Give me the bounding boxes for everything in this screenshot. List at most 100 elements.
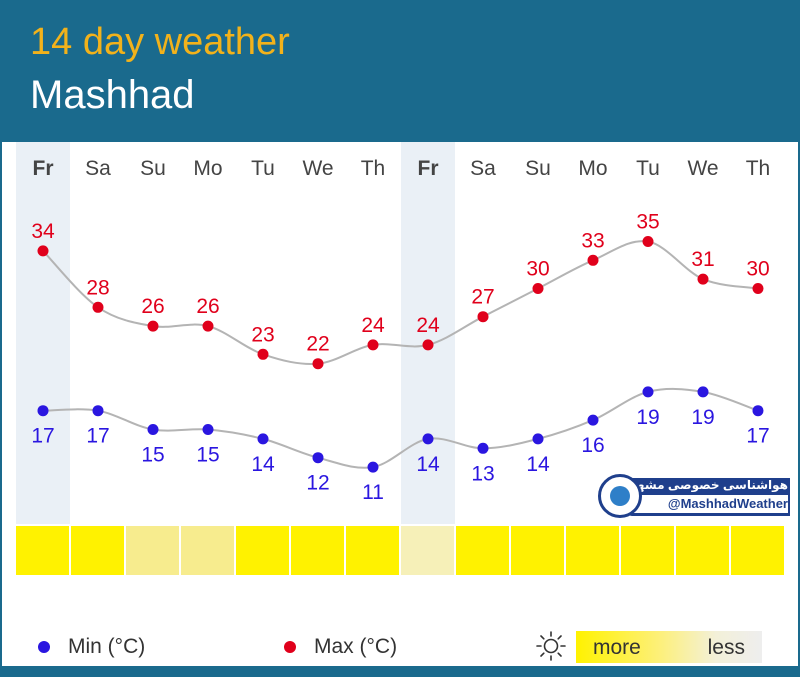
weekend-band xyxy=(16,142,70,524)
legend-max: Max (°C) xyxy=(284,632,397,662)
legend-min-dot xyxy=(38,641,50,653)
min-point xyxy=(532,433,544,445)
day-label: Mo xyxy=(578,157,607,180)
watermark-logo xyxy=(598,474,642,518)
max-point xyxy=(532,283,544,294)
legend-min-label: Min (°C) xyxy=(68,635,146,658)
sunshine-cell xyxy=(676,526,729,575)
max-point xyxy=(642,236,654,247)
max-value-label: 23 xyxy=(251,323,274,346)
max-point xyxy=(257,348,269,360)
min-line xyxy=(42,387,759,469)
min-point xyxy=(697,386,709,398)
max-value-label: 26 xyxy=(196,295,219,318)
watermark-handle: @MashhadWeather xyxy=(628,495,788,513)
max-point xyxy=(202,320,214,332)
min-value-label: 17 xyxy=(86,425,109,448)
min-point xyxy=(367,461,379,473)
max-value-label: 31 xyxy=(691,248,714,271)
day-label: Su xyxy=(525,157,551,180)
day-label: Su xyxy=(140,157,166,180)
min-value-label: 17 xyxy=(31,425,54,448)
min-value-label: 19 xyxy=(691,406,714,429)
min-value-label: 15 xyxy=(196,444,219,467)
day-label: We xyxy=(687,157,718,180)
max-value-label: 30 xyxy=(746,258,769,281)
day-label: Fr xyxy=(33,157,54,180)
day-label: Sa xyxy=(470,157,496,180)
sunshine-cell xyxy=(566,526,619,575)
bottom-bar xyxy=(0,666,800,677)
max-value-label: 24 xyxy=(361,314,385,337)
sunshine-cell xyxy=(621,526,674,575)
max-value-label: 33 xyxy=(581,229,604,252)
max-point xyxy=(587,254,599,266)
max-point xyxy=(367,339,379,351)
legend-max-dot xyxy=(284,641,296,653)
min-value-label: 17 xyxy=(746,425,769,448)
max-point xyxy=(422,339,434,351)
min-point xyxy=(312,452,324,464)
min-point xyxy=(477,442,489,454)
min-value-label: 13 xyxy=(471,462,494,485)
sunshine-cell xyxy=(181,526,234,575)
sunshine-cell xyxy=(16,526,69,575)
max-point xyxy=(312,358,324,370)
max-value-label: 30 xyxy=(526,258,549,281)
legend-min: Min (°C) xyxy=(38,632,145,662)
min-value-label: 14 xyxy=(251,453,275,476)
legend-max-label: Max (°C) xyxy=(314,635,398,658)
min-point xyxy=(147,424,159,435)
legend-more: more xyxy=(593,636,641,659)
max-value-label: 27 xyxy=(471,286,494,309)
min-value-label: 15 xyxy=(141,444,164,467)
sunshine-cell xyxy=(346,526,399,575)
day-label: Tu xyxy=(251,157,275,180)
min-point xyxy=(642,386,654,398)
watermark-persian: هواشناسی خصوصی مشهد xyxy=(630,478,788,492)
min-point xyxy=(752,405,764,417)
min-point xyxy=(422,433,434,445)
max-value-label: 34 xyxy=(31,220,55,243)
sunshine-cell xyxy=(236,526,289,575)
max-point xyxy=(477,311,489,323)
max-value-label: 28 xyxy=(86,276,109,299)
legend-less: less xyxy=(707,636,745,659)
max-point xyxy=(697,273,709,285)
max-point xyxy=(752,283,764,294)
sunshine-cell xyxy=(401,526,454,575)
day-label: Th xyxy=(746,157,771,180)
max-value-label: 22 xyxy=(306,333,329,356)
day-label: Fr xyxy=(418,157,439,180)
min-point xyxy=(37,405,49,417)
min-value-label: 12 xyxy=(306,472,329,495)
min-value-label: 14 xyxy=(526,453,550,476)
max-point xyxy=(147,320,159,332)
day-label: Tu xyxy=(636,157,660,180)
min-value-label: 14 xyxy=(416,453,440,476)
sunshine-cell xyxy=(731,526,784,575)
sunshine-cell xyxy=(126,526,179,575)
sun-icon xyxy=(536,631,566,661)
max-value-label: 35 xyxy=(636,211,659,234)
sunshine-cell xyxy=(71,526,124,575)
max-value-label: 24 xyxy=(416,314,440,337)
day-label: We xyxy=(302,157,333,180)
city-name: Mashhad xyxy=(30,73,195,117)
min-point xyxy=(92,405,104,417)
sunshine-legend: more less xyxy=(576,631,762,663)
max-point xyxy=(92,301,104,313)
weekend-band xyxy=(401,142,455,524)
watermark: هواشناسی خصوصی مشهد @MashhadWeather xyxy=(598,474,790,520)
max-value-label: 26 xyxy=(141,295,164,318)
header: 14 day weather Mashhad xyxy=(0,0,800,142)
min-point xyxy=(202,424,214,435)
page-title: 14 day weather xyxy=(30,21,290,63)
sunshine-cell xyxy=(511,526,564,575)
min-value-label: 19 xyxy=(636,406,659,429)
weather-chart: Fr Sa Su Mo Tu We Th Fr Sa Su Mo Tu We Th 34 28 26 26 23 2… xyxy=(16,142,784,575)
max-point xyxy=(37,245,49,257)
min-point xyxy=(587,414,599,426)
day-label: Sa xyxy=(85,157,111,180)
sunshine-cell xyxy=(456,526,509,575)
